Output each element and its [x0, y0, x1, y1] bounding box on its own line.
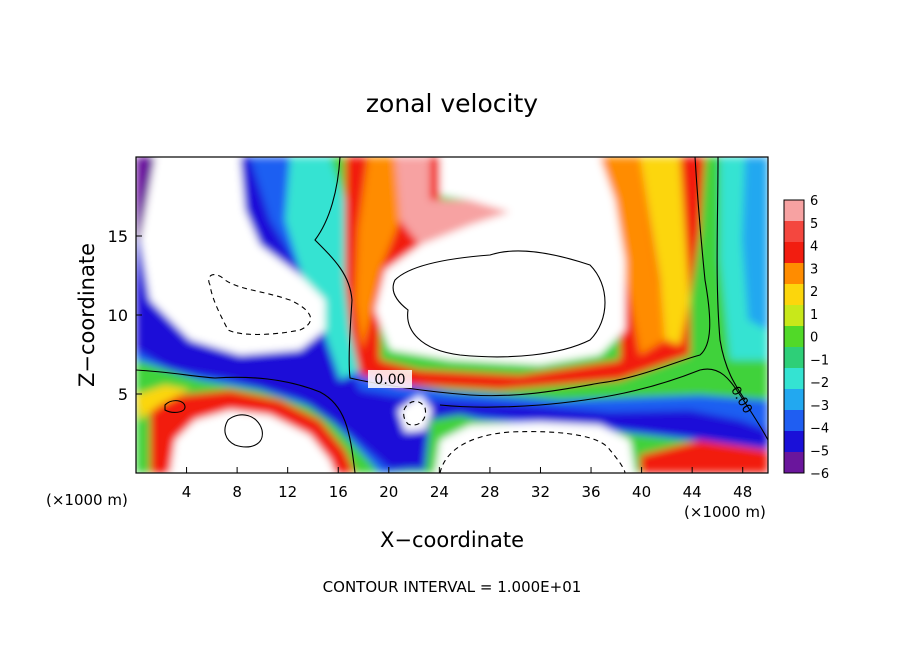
field-region-red-lowerright	[640, 440, 768, 473]
colorbar-label: 0	[810, 331, 818, 346]
x-tick-label: 12	[278, 483, 297, 501]
x-tick-label: 24	[430, 483, 449, 501]
colorbar: 6 5 4 3 2 1 0 −1 −2 −3 −4 −5 −6	[783, 194, 829, 482]
x-tick-label: 4	[182, 483, 192, 501]
colorbar-label: 4	[810, 240, 818, 255]
field-region-darkblue-left	[136, 157, 768, 470]
x-tick-label: 44	[683, 483, 702, 501]
y-axis-label: Z−coordinate	[75, 243, 99, 387]
colorbar-swatch	[784, 389, 804, 411]
plot-area: 0.00 0.00	[136, 157, 768, 473]
x-tick-label: 36	[581, 483, 600, 501]
colorbar-swatch	[784, 452, 804, 474]
x-axis-label: X−coordinate	[380, 528, 524, 552]
y-tick-label: 5	[118, 385, 128, 404]
field-core-upperleft	[140, 157, 325, 355]
x-tick-label: 16	[329, 483, 348, 501]
colorbar-label: −2	[810, 376, 829, 391]
colorbar-swatch	[784, 242, 804, 264]
x-tick-label: 8	[232, 483, 242, 501]
colorbar-label: 6	[810, 194, 818, 209]
field-region-orange-center	[355, 157, 400, 350]
contour-zero-mid	[439, 368, 768, 441]
colorbar-label: −4	[810, 422, 829, 437]
field-region-orange-right	[600, 157, 665, 355]
field-core-lowerleft	[170, 410, 335, 473]
contour-zero-main	[314, 157, 711, 397]
colorbar-label: −3	[810, 399, 829, 414]
colorbar-swatch	[784, 200, 804, 222]
colorbar-swatch	[784, 221, 804, 243]
x-tick-label: 40	[632, 483, 651, 501]
velocity-field	[136, 157, 768, 473]
footer-contour-interval: CONTOUR INTERVAL = 1.000E+01	[323, 578, 582, 596]
colorbar-label: 5	[810, 217, 818, 232]
colorbar-swatch	[784, 284, 804, 306]
colorbar-swatch	[784, 305, 804, 327]
colorbar-swatch	[784, 368, 804, 390]
contour-positive-center	[392, 250, 606, 358]
contour-zero-right	[716, 157, 746, 401]
contour-lines	[136, 157, 768, 473]
field-region-pink-center	[395, 157, 515, 245]
colorbar-label: −6	[810, 467, 829, 482]
contour-label-bg	[368, 370, 412, 388]
x-tick-label: 32	[531, 483, 550, 501]
colorbar-swatch	[784, 347, 804, 369]
field-region-blue-right	[742, 157, 768, 330]
colorbar-swatch	[784, 326, 804, 348]
field-core-center	[375, 157, 625, 365]
x-axis-ticks: 4 8 12 16 20 24 28 32 36 40 44 48	[182, 467, 752, 501]
chart-title: zonal velocity	[366, 89, 538, 118]
colorbar-label: 2	[810, 285, 818, 300]
contour-positive-lowerleft	[224, 414, 263, 448]
field-region-yellow-lowerleft	[136, 385, 190, 420]
field-region-yellow-right	[640, 157, 690, 345]
y-tick-label: 10	[108, 306, 128, 325]
x-tick-label: 20	[379, 483, 398, 501]
x-tick-label: 48	[733, 483, 752, 501]
colorbar-swatch	[784, 431, 804, 453]
colorbar-label: 3	[810, 262, 818, 277]
colorbar-swatch	[784, 410, 804, 432]
x-unit-left: (×1000 m)	[46, 491, 128, 509]
contour-positive-island	[164, 400, 186, 413]
contour-label-zero: 0.00	[374, 372, 405, 388]
colorbar-swatch	[784, 263, 804, 285]
contour-negative-left	[208, 274, 312, 335]
y-axis-ticks: 5 10 15	[108, 227, 142, 404]
colorbar-label: −1	[810, 353, 829, 368]
contour-zero-lower	[136, 369, 356, 473]
colorbar-label: −5	[810, 444, 829, 459]
colorbar-frame	[783, 199, 805, 474]
field-core-lowercenter	[435, 422, 635, 473]
x-tick-label: 28	[480, 483, 499, 501]
colorbar-label: 1	[810, 308, 818, 323]
x-unit-right: (×1000 m)	[684, 503, 766, 521]
y-tick-label: 15	[108, 227, 128, 246]
contour-negative-bubble	[403, 400, 427, 426]
